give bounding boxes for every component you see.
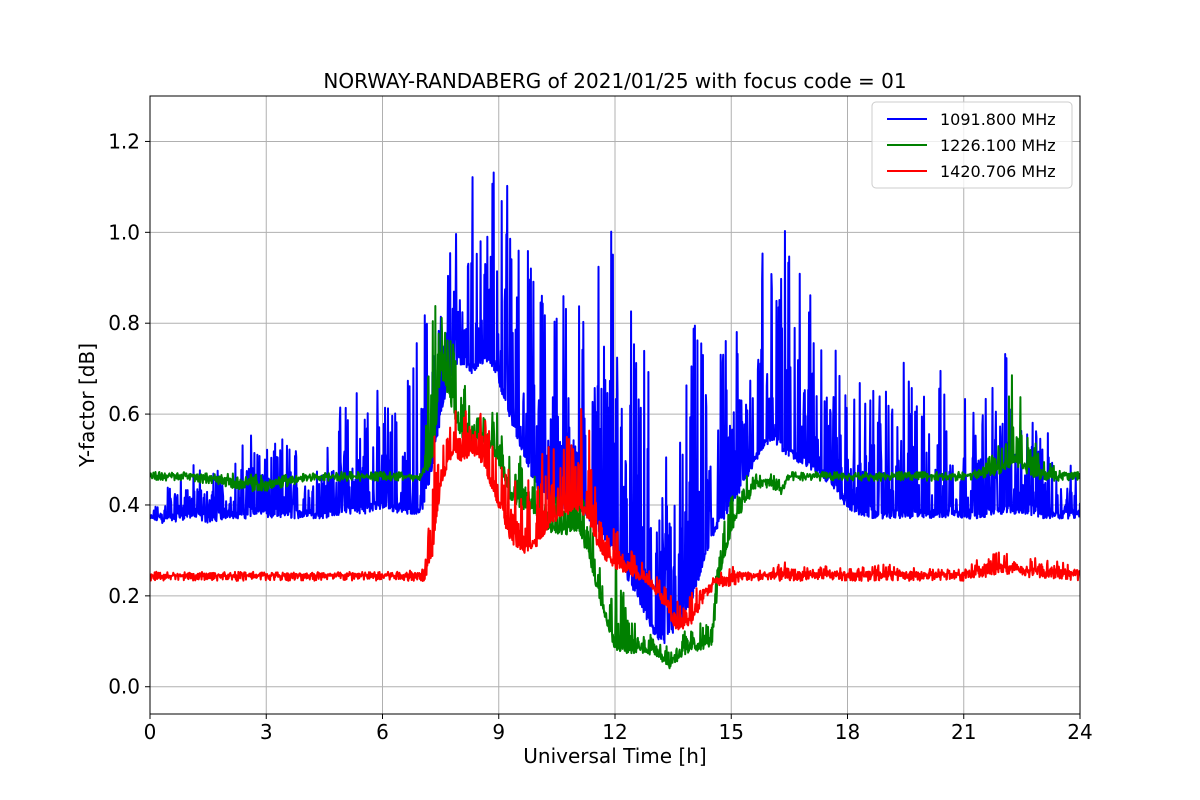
y-tick-label: 1.2 (108, 129, 140, 153)
x-tick-label: 9 (492, 720, 505, 744)
x-tick-label: 3 (260, 720, 273, 744)
x-tick-label: 15 (719, 720, 744, 744)
legend-label-1091: 1091.800 MHz (940, 110, 1056, 129)
y-tick-label: 0.4 (108, 493, 140, 517)
x-tick-label: 18 (835, 720, 860, 744)
x-tick-label: 6 (376, 720, 389, 744)
legend: 1091.800 MHz 1226.100 MHz 1420.706 MHz (871, 101, 1073, 189)
x-tick-label: 12 (602, 720, 627, 744)
y-tick-label: 1.0 (108, 220, 140, 244)
y-tick-label: 0.6 (108, 402, 140, 426)
y-tick-label: 0.8 (108, 311, 140, 335)
chart-title: NORWAY-RANDABERG of 2021/01/25 with focu… (323, 69, 906, 93)
legend-label-1226: 1226.100 MHz (940, 136, 1056, 155)
axis-ticks: 0 3 6 9 12 15 18 21 24 0.0 0.2 0.4 0.6 0.8 1.0 1.2 (108, 129, 1093, 744)
series-line-0 (150, 171, 1080, 645)
legend-box (871, 101, 1073, 189)
y-axis-label: Y-factor [dB] (75, 343, 99, 468)
series-lines (150, 171, 1080, 670)
series-line-1 (150, 305, 1080, 670)
x-axis-label: Universal Time [h] (523, 744, 706, 768)
x-tick-label: 21 (951, 720, 976, 744)
x-tick-label: 0 (144, 720, 157, 744)
x-tick-label: 24 (1067, 720, 1092, 744)
series-line-2 (150, 408, 1080, 631)
legend-label-1420: 1420.706 MHz (940, 162, 1056, 181)
y-tick-label: 0.2 (108, 584, 140, 608)
y-tick-label: 0.0 (108, 675, 140, 699)
